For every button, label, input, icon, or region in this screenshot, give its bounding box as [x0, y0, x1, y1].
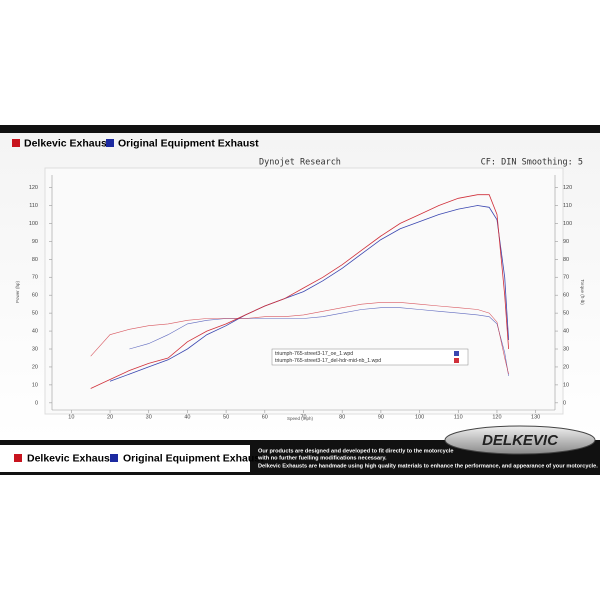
x-tick-label: 100 — [415, 414, 424, 420]
footer-text: Delkevic Exhausts are handmade using hig… — [258, 463, 598, 469]
x-axis-label: Speed (mph) — [287, 416, 314, 421]
legend-text: triumph-765-street3-17_del-hdr-mid-nb_1.… — [275, 358, 381, 364]
y-tick-label: 90 — [32, 239, 38, 245]
power-line — [109, 205, 509, 382]
legend-text: triumph-765-street3-17_oe_1.wpd — [275, 351, 353, 357]
y2-tick-label: 120 — [563, 185, 572, 191]
torque-line — [90, 302, 509, 375]
y2-tick-label: 100 — [563, 221, 572, 227]
y-tick-label: 120 — [29, 185, 38, 191]
y-tick-label: 60 — [32, 293, 38, 299]
y2-tick-label: 80 — [563, 257, 569, 263]
y-tick-label: 10 — [32, 382, 38, 388]
legend-box — [271, 348, 469, 366]
y2-tick-label: 50 — [563, 311, 569, 317]
logo-text: DELKEVIC — [482, 432, 559, 449]
x-tick-label: 50 — [223, 414, 229, 420]
x-tick-label: 110 — [454, 414, 463, 420]
legend-swatch — [110, 454, 118, 462]
y-tick-label: 70 — [32, 275, 38, 281]
x-tick-label: 30 — [146, 414, 152, 420]
y-tick-label: 100 — [29, 221, 38, 227]
y2-tick-label: 30 — [563, 346, 569, 352]
footer-legend-bg — [0, 445, 250, 472]
x-tick-label: 60 — [262, 414, 268, 420]
y-tick-label: 20 — [32, 364, 38, 370]
y-tick-label: 40 — [32, 329, 38, 335]
y2-tick-label: 20 — [563, 364, 569, 370]
y-axis-label: Power (hp) — [15, 280, 20, 303]
y2-tick-label: 0 — [563, 400, 566, 406]
y2-axis-label: Torque (ft-lb) — [580, 279, 585, 305]
x-tick-label: 90 — [378, 414, 384, 420]
x-tick-label: 40 — [184, 414, 190, 420]
y2-tick-label: 60 — [563, 293, 569, 299]
y2-tick-label: 70 — [563, 275, 569, 281]
legend-text: Original Equipment Exhaust — [123, 452, 264, 464]
x-tick-label: 120 — [492, 414, 501, 420]
legend-text: Delkevic Exhaust — [27, 452, 114, 464]
logo-badge — [444, 425, 596, 455]
y2-tick-label: 90 — [563, 239, 569, 245]
y-tick-label: 50 — [32, 311, 38, 317]
y-tick-label: 0 — [35, 400, 38, 406]
y2-tick-label: 110 — [563, 203, 572, 209]
legend-swatch — [454, 358, 459, 363]
y-tick-label: 30 — [32, 346, 38, 352]
y2-tick-label: 10 — [563, 382, 569, 388]
legend-swatch — [12, 139, 20, 147]
legend-swatch — [106, 139, 114, 147]
chart-subtitle: CF: DIN Smoothing: 5 — [481, 158, 583, 168]
y-tick-label: 80 — [32, 257, 38, 263]
x-tick-label: 10 — [68, 414, 74, 420]
footer-text: Our products are designed and developed … — [258, 448, 454, 454]
x-tick-label: 70 — [300, 414, 306, 420]
footer-text: with no further fuelling modifications n… — [257, 455, 387, 461]
legend-text: Original Equipment Exhaust — [118, 137, 259, 149]
x-tick-label: 80 — [339, 414, 345, 420]
legend-text: Delkevic Exhaust — [24, 137, 111, 149]
legend-swatch — [14, 454, 22, 462]
legend-swatch — [454, 351, 459, 356]
power-line — [90, 194, 509, 389]
y-tick-label: 110 — [29, 203, 38, 209]
chart-title: Dynojet Research — [259, 158, 341, 168]
torque-line — [129, 307, 509, 376]
x-tick-label: 20 — [107, 414, 113, 420]
y2-tick-label: 40 — [563, 329, 569, 335]
x-tick-label: 130 — [531, 414, 540, 420]
